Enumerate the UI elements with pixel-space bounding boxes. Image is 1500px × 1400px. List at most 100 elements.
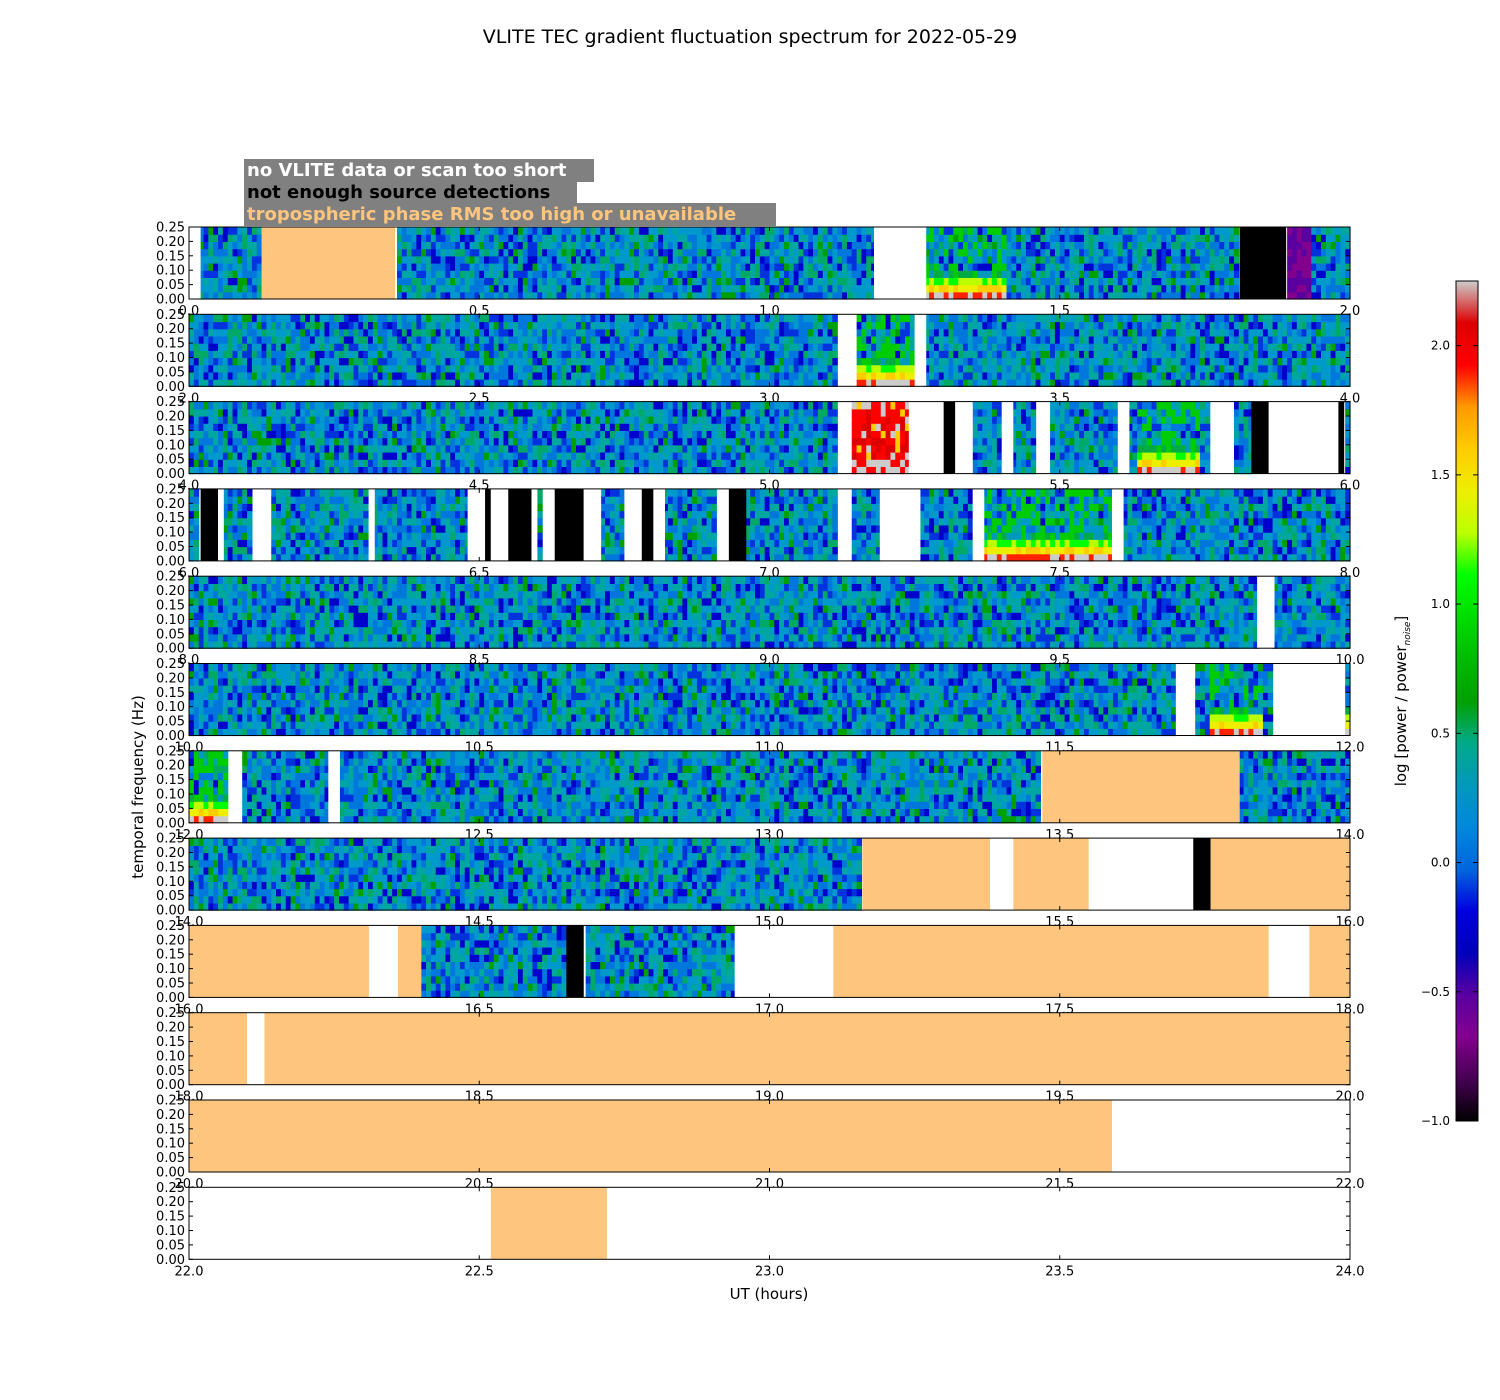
heatmap-cell [556, 328, 563, 337]
heatmap-cell [271, 466, 277, 475]
heatmap-cell [624, 227, 630, 235]
heatmap-cell [624, 255, 630, 264]
heatmap-cell [938, 291, 945, 300]
heatmap-cell [227, 227, 234, 235]
heatmap-cell [759, 248, 766, 257]
heatmap-cell [711, 314, 717, 323]
heatmap-cell [416, 241, 422, 250]
heatmap-cell [1291, 241, 1298, 250]
heatmap-cell [1243, 335, 1250, 344]
heatmap-cell [1277, 335, 1283, 344]
heatmap-cell [251, 371, 258, 380]
heatmap-cell [880, 371, 887, 380]
heatmap-cell [963, 255, 969, 264]
heatmap-cell [1296, 234, 1303, 242]
heatmap-cell [798, 270, 804, 278]
heatmap-cell [232, 284, 238, 293]
heatmap-cell [314, 437, 321, 446]
heatmap-cell [1146, 248, 1153, 257]
heatmap-cell [464, 263, 471, 271]
heatmap-cell [1306, 234, 1312, 242]
heatmap-cell [1171, 379, 1177, 387]
heatmap-cell [1243, 350, 1250, 359]
heatmap-cell [938, 227, 945, 235]
heatmap-cell [498, 444, 505, 453]
heatmap-cell [1306, 335, 1312, 344]
heatmap-cell [595, 335, 601, 344]
heatmap-cell [464, 234, 471, 242]
heatmap-cell [779, 350, 785, 359]
heatmap-cell [1287, 335, 1293, 344]
heatmap-cell [1025, 234, 1032, 242]
heatmap-cell [987, 343, 993, 351]
heatmap-cell [1006, 328, 1012, 337]
heatmap-cell [556, 314, 563, 323]
heatmap-cell [546, 321, 553, 330]
heatmap-cell [203, 277, 209, 286]
heatmap-cell [397, 270, 403, 278]
heatmap-cell [943, 328, 950, 337]
heatmap-cell [479, 444, 485, 453]
heatmap-cell [430, 328, 437, 337]
heatmap-cell [992, 291, 998, 300]
heatmap-cell [1117, 379, 1124, 387]
heatmap-cell [222, 227, 229, 235]
heatmap-cell [484, 255, 490, 264]
heatmap-cell [1021, 328, 1027, 337]
heatmap-cell [692, 314, 698, 323]
heatmap-cell [517, 270, 524, 278]
heatmap-cell [203, 357, 209, 366]
heatmap-cell [237, 335, 243, 344]
heatmap-cell [1156, 291, 1162, 300]
heatmap-cell [203, 343, 209, 351]
heatmap-cell [1001, 270, 1008, 278]
heatmap-cell [745, 371, 751, 380]
heatmap-cell [464, 408, 471, 417]
heatmap-cell [488, 371, 495, 380]
heatmap-cell [566, 350, 572, 359]
heatmap-cell [1229, 248, 1235, 257]
heatmap-cell [285, 350, 292, 359]
heatmap-cell [895, 357, 901, 366]
heatmap-cell [537, 277, 543, 286]
heatmap-cell [653, 314, 659, 323]
heatmap-cell [280, 452, 287, 460]
heatmap-cell [280, 466, 287, 475]
heatmap-cell [537, 321, 543, 330]
heatmap-cell [426, 371, 432, 380]
heatmap-cell [1122, 328, 1129, 337]
heatmap-cell [566, 328, 572, 337]
heatmap-cell [426, 335, 432, 344]
heatmap-cell [1335, 291, 1341, 300]
heatmap-cell [319, 364, 326, 373]
heatmap-cell [595, 248, 601, 257]
heatmap-cell [256, 314, 263, 323]
heatmap-cell [1258, 314, 1264, 323]
heatmap-cell [1074, 241, 1080, 250]
heatmap-cell [1248, 371, 1254, 380]
heatmap-cell [600, 248, 606, 257]
heatmap-cell [305, 379, 311, 387]
heatmap-cell [1040, 248, 1046, 257]
heatmap-cell [624, 314, 630, 323]
heatmap-cell [1141, 234, 1148, 242]
heatmap-cell [247, 401, 253, 410]
heatmap-cell [227, 350, 234, 359]
heatmap-cell [653, 357, 659, 366]
heatmap-cell [493, 277, 500, 286]
heatmap-cell [856, 263, 863, 271]
heatmap-cell [237, 263, 243, 271]
heatmap-cell [1335, 270, 1341, 278]
heatmap-cell [634, 227, 640, 235]
heatmap-cell [779, 371, 785, 380]
heatmap-cell [488, 321, 495, 330]
heatmap-cell [392, 328, 398, 337]
heatmap-cell [667, 277, 674, 286]
heatmap-cell [498, 379, 505, 387]
heatmap-cell [861, 227, 867, 235]
heatmap-cell [1224, 270, 1230, 278]
heatmap-cell [938, 277, 945, 286]
heatmap-cell [256, 408, 263, 417]
heatmap-cell [1291, 343, 1298, 351]
heatmap-cell [619, 284, 625, 293]
